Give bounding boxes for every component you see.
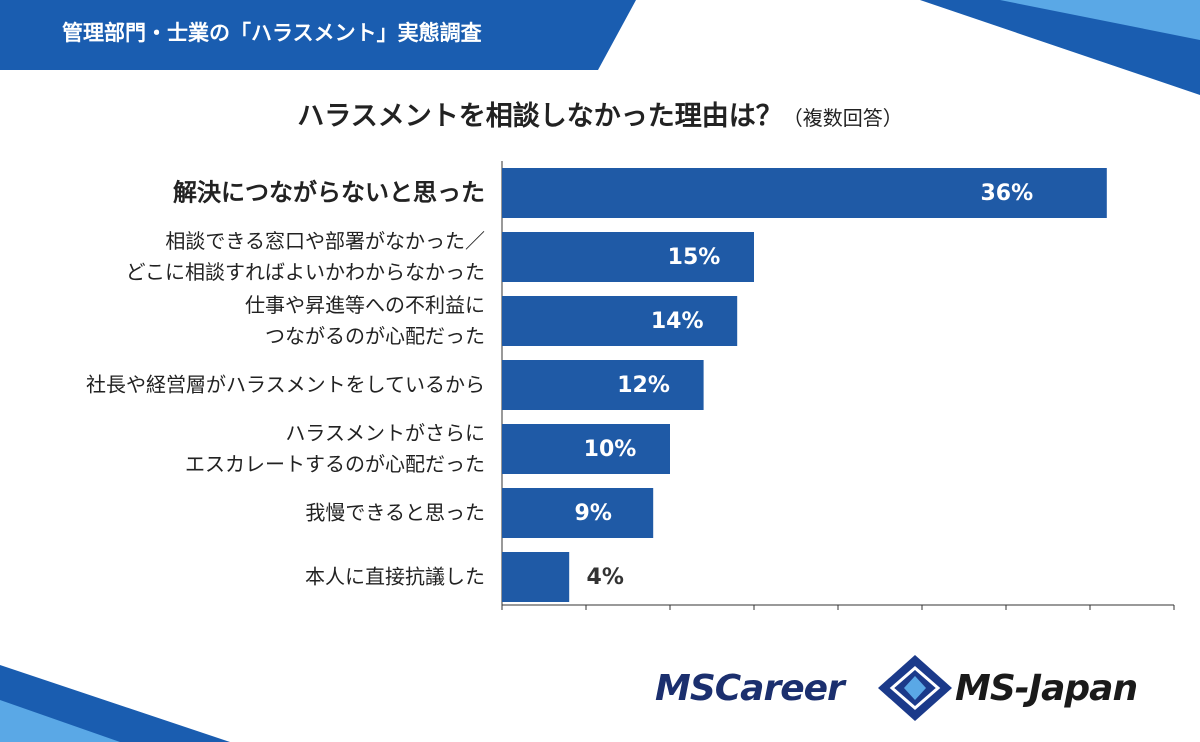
banner-bg (0, 0, 636, 70)
bar (502, 168, 1107, 218)
logo: MS-Japan (955, 668, 1138, 709)
decor (0, 700, 120, 742)
value-label: 9% (575, 501, 612, 526)
category-label: 相談できる窓口や部署がなかった／ どこに相談すればよいかわからなかった (125, 229, 485, 284)
bar (502, 232, 754, 282)
value-label: 36% (980, 181, 1033, 206)
value-label: 12% (617, 373, 670, 398)
value-label: 15% (668, 245, 721, 270)
category-label: 本人に直接抗議した (305, 564, 485, 589)
banner-title: 管理部門・士業の「ハラスメント」実態調査 (62, 21, 482, 45)
bar (502, 424, 670, 474)
subtitle: （複数回答） (782, 106, 903, 130)
bar (502, 488, 654, 538)
category-label: 仕事や昇進等への不利益に つながるのが心配だった (245, 293, 485, 348)
value-label: 4% (587, 565, 624, 590)
value-label: 10% (584, 437, 637, 462)
chart-title: ハラスメントを相談しなかった理由は？（複数回答） (0, 94, 1200, 133)
value-label: 14% (651, 309, 704, 334)
category-label: 解決につながらないと思った (173, 178, 485, 207)
bar (502, 296, 738, 346)
decor (1000, 0, 1200, 40)
bar (502, 552, 570, 602)
category-label: 社長や経営層がハラスメントをしているから (86, 372, 485, 397)
category-label: 我慢できると思った (305, 500, 485, 525)
bar (502, 360, 704, 410)
title: ハラスメントを相談しなかった理由は？ (297, 101, 783, 132)
logo-icon (878, 655, 952, 721)
category-label: ハラスメントがさらに エスカレートするのが心配だった (185, 421, 485, 476)
logo: MSCareer (655, 668, 845, 709)
